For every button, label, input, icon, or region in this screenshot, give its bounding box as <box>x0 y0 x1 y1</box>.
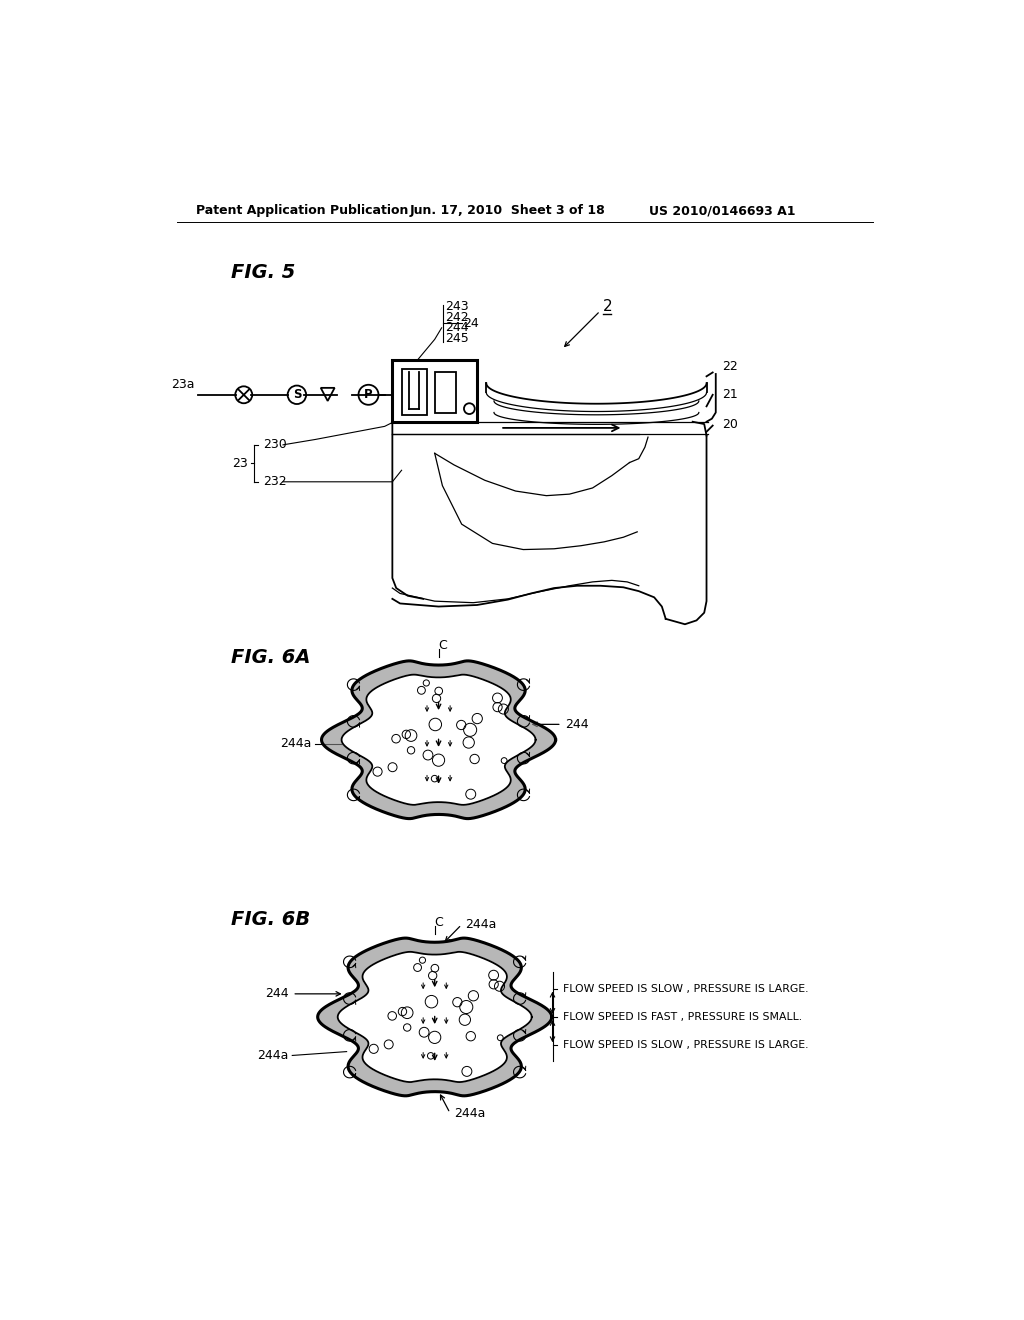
Text: C: C <box>438 639 446 652</box>
Text: 21: 21 <box>722 388 737 401</box>
Text: FIG. 6A: FIG. 6A <box>230 648 310 667</box>
Text: WATER FLOW: WATER FLOW <box>404 793 473 803</box>
Text: 230: 230 <box>263 438 287 451</box>
Text: WATER FLOW: WATER FLOW <box>400 1071 469 1080</box>
Text: 20: 20 <box>722 417 738 430</box>
Text: 232: 232 <box>263 475 287 488</box>
Text: 24: 24 <box>463 317 479 330</box>
Text: S: S <box>293 388 301 401</box>
Text: FLOW SPEED IS SLOW , PRESSURE IS LARGE.: FLOW SPEED IS SLOW , PRESSURE IS LARGE. <box>562 983 808 994</box>
Text: 22: 22 <box>722 360 737 372</box>
Text: 244: 244 <box>565 718 589 731</box>
Text: C: C <box>434 916 443 929</box>
Text: 244a: 244a <box>454 1106 485 1119</box>
Bar <box>435 372 456 412</box>
Polygon shape <box>322 661 556 818</box>
Text: FLOW SPEED IS FAST , PRESSURE IS SMALL.: FLOW SPEED IS FAST , PRESSURE IS SMALL. <box>562 1012 802 1022</box>
Text: Patent Application Publication: Patent Application Publication <box>196 205 409 218</box>
Text: US 2010/0146693 A1: US 2010/0146693 A1 <box>649 205 796 218</box>
Text: Jun. 17, 2010  Sheet 3 of 18: Jun. 17, 2010 Sheet 3 of 18 <box>410 205 605 218</box>
Text: 244a: 244a <box>281 737 311 750</box>
Text: 23: 23 <box>231 457 248 470</box>
Polygon shape <box>338 952 531 1082</box>
Polygon shape <box>317 939 552 1096</box>
Text: 244: 244 <box>265 987 289 1001</box>
Text: 244a: 244a <box>466 917 497 931</box>
Text: 245: 245 <box>444 333 468 345</box>
Text: 23a: 23a <box>171 378 195 391</box>
Bar <box>401 368 427 414</box>
Text: P: P <box>365 388 373 401</box>
Text: FIG. 6B: FIG. 6B <box>230 909 310 929</box>
Text: FLOW SPEED IS SLOW , PRESSURE IS LARGE.: FLOW SPEED IS SLOW , PRESSURE IS LARGE. <box>562 1040 808 1051</box>
Text: 244a: 244a <box>257 1049 289 1063</box>
Text: 243: 243 <box>444 300 468 313</box>
Text: 242: 242 <box>444 310 468 323</box>
Text: 2: 2 <box>603 298 613 314</box>
Bar <box>392 360 477 422</box>
Text: FIG. 5: FIG. 5 <box>230 263 295 282</box>
Polygon shape <box>342 675 536 805</box>
Text: 244: 244 <box>444 321 468 334</box>
